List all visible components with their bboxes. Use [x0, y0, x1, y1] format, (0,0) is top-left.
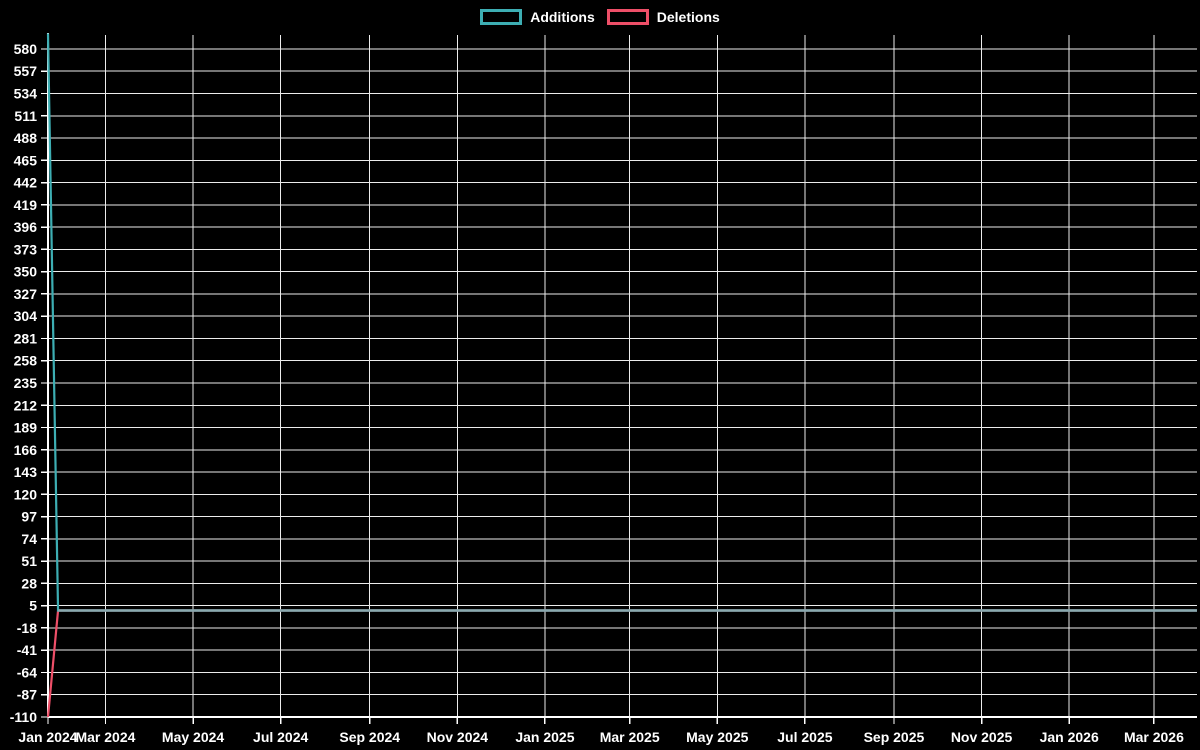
y-tick-label: 143 — [14, 464, 38, 480]
y-tick-label: 350 — [14, 264, 38, 280]
y-tick-label: 557 — [14, 63, 38, 79]
y-tick-label: 74 — [21, 531, 37, 547]
y-tick-label: 465 — [14, 152, 38, 168]
x-tick-label: May 2024 — [162, 729, 224, 745]
x-tick-label: Sep 2024 — [339, 729, 400, 745]
x-tick-label: Nov 2024 — [427, 729, 489, 745]
chart-legend: Additions Deletions — [0, 9, 1200, 25]
y-tick-label: -110 — [10, 709, 37, 725]
y-tick-label: 327 — [14, 286, 38, 302]
x-tick-label: Jan 2024 — [18, 729, 77, 745]
legend-additions-label: Additions — [530, 9, 595, 25]
y-tick-label: 580 — [14, 41, 38, 57]
y-tick-label: 51 — [21, 553, 37, 569]
x-tick-label: Jul 2025 — [777, 729, 832, 745]
deletions-line — [46, 609, 1197, 718]
legend-deletions-swatch-icon — [606, 9, 649, 25]
y-tick-label: 281 — [14, 330, 38, 346]
y-tick-label: 419 — [14, 197, 38, 213]
x-tick-label: Nov 2025 — [951, 729, 1013, 745]
y-tick-label: -87 — [17, 687, 37, 703]
y-tick-label: 373 — [14, 241, 38, 257]
x-tick-label: Mar 2026 — [1124, 729, 1184, 745]
x-tick-label: Jan 2025 — [515, 729, 574, 745]
y-tick-label: 534 — [14, 86, 38, 102]
y-tick-label: -41 — [17, 642, 37, 658]
x-tick-label: Mar 2024 — [75, 729, 135, 745]
legend-additions-swatch-icon — [480, 9, 523, 25]
y-tick-label: 396 — [14, 219, 38, 235]
legend-deletions-label: Deletions — [656, 9, 720, 25]
legend-item-additions[interactable]: Additions — [480, 9, 595, 25]
y-tick-label: 442 — [14, 175, 38, 191]
y-tick-label: 120 — [14, 486, 38, 502]
y-tick-label: -18 — [17, 620, 37, 636]
y-tick-label: 97 — [21, 509, 37, 525]
y-tick-label: 5 — [29, 598, 37, 614]
x-tick-label: Jul 2024 — [253, 729, 308, 745]
y-tick-label: 235 — [14, 375, 38, 391]
y-tick-label: -64 — [17, 664, 37, 680]
y-tick-label: 212 — [14, 397, 38, 413]
y-tick-label: 511 — [14, 108, 37, 124]
x-tick-label: Sep 2025 — [864, 729, 925, 745]
x-tick-label: Jan 2026 — [1040, 729, 1099, 745]
y-tick-label: 258 — [14, 353, 38, 369]
y-tick-label: 189 — [14, 420, 38, 436]
additions-line — [46, 33, 1197, 612]
y-tick-label: 488 — [14, 130, 38, 146]
y-tick-label: 304 — [14, 308, 38, 324]
legend-item-deletions[interactable]: Deletions — [606, 9, 720, 25]
y-tick-label: 166 — [14, 442, 38, 458]
x-tick-label: May 2025 — [686, 729, 748, 745]
x-tick-label: Mar 2025 — [600, 729, 660, 745]
y-tick-label: 28 — [21, 575, 37, 591]
